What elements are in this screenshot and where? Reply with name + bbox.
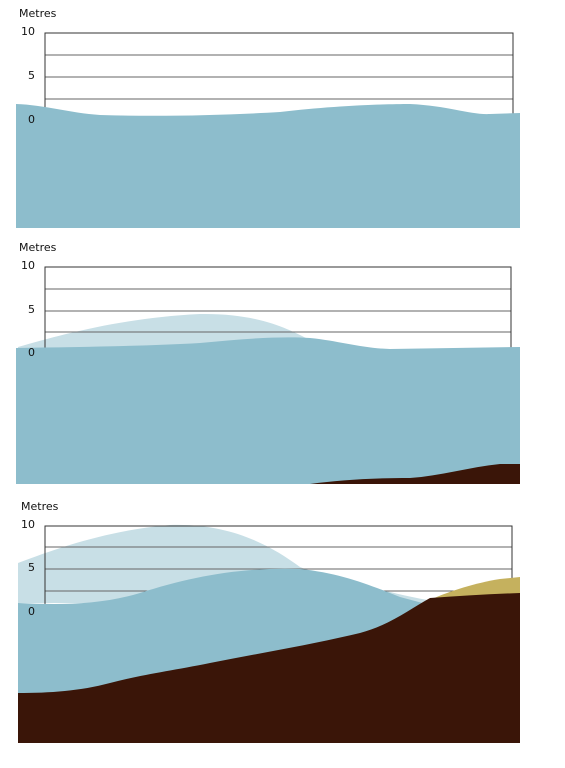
panel-2-drawing xyxy=(16,266,520,484)
tick-label-5: 5 xyxy=(28,561,35,574)
panel-2: Metres 10 5 0 xyxy=(0,240,565,490)
tick-label-0: 0 xyxy=(28,113,35,126)
seabed xyxy=(310,464,520,484)
tick-label-10: 10 xyxy=(21,518,35,531)
tick-label-10: 10 xyxy=(21,259,35,272)
seabed xyxy=(18,593,520,743)
panel-3-drawing xyxy=(18,524,520,743)
unit-label: Metres xyxy=(21,500,59,513)
tick-label-5: 5 xyxy=(28,303,35,316)
sea-water xyxy=(16,104,520,228)
panel-3: Metres 10 5 0 xyxy=(0,495,565,747)
panel-1: Metres 10 5 0 xyxy=(0,0,565,240)
tick-label-10: 10 xyxy=(21,25,35,38)
unit-label: Metres xyxy=(19,7,57,20)
tick-label-0: 0 xyxy=(28,605,35,618)
sea-water xyxy=(16,337,520,484)
tick-label-5: 5 xyxy=(28,69,35,82)
tick-label-0: 0 xyxy=(28,346,35,359)
unit-label: Metres xyxy=(19,241,57,254)
panel-1-drawing xyxy=(16,32,520,228)
